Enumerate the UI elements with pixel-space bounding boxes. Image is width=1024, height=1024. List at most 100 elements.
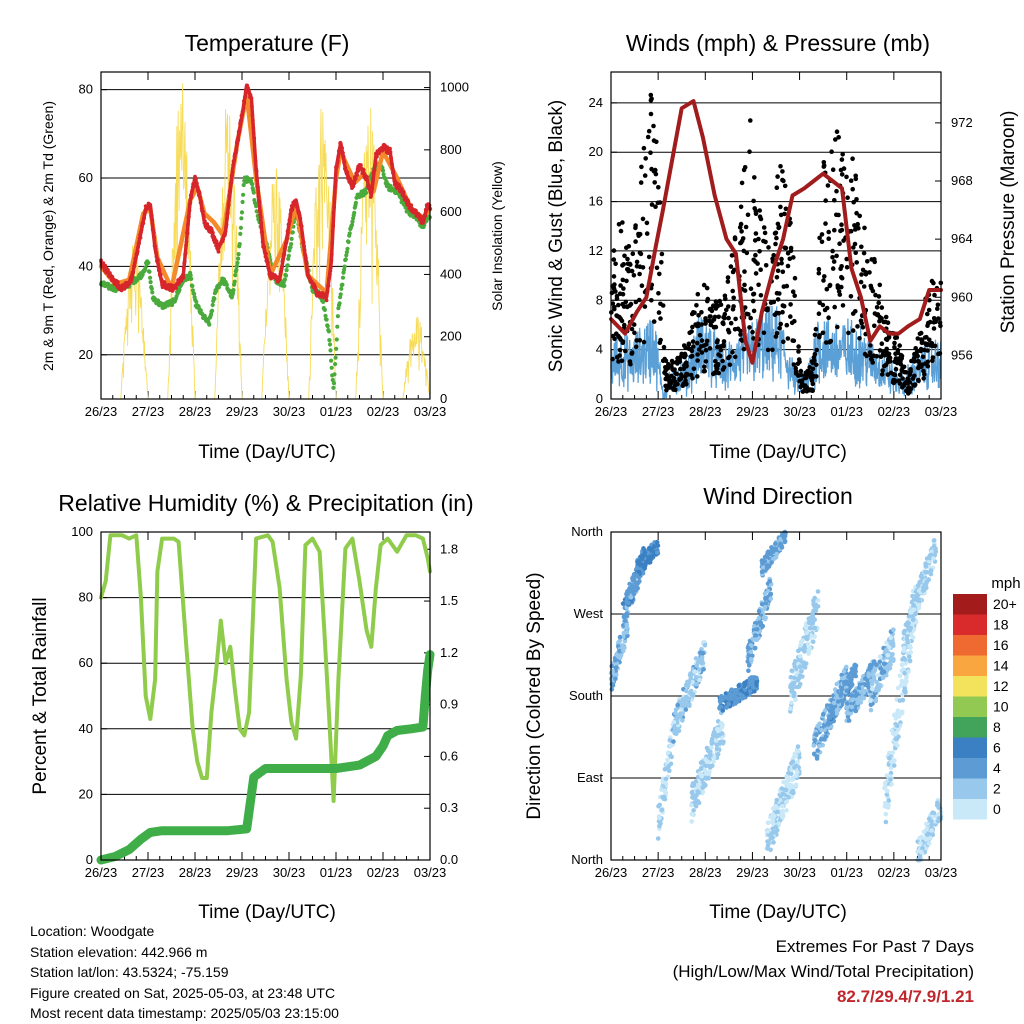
- direction-point: [681, 699, 686, 705]
- gust-point: [634, 259, 640, 265]
- temperature-2m-point: [193, 174, 197, 179]
- temperature-2m-point: [236, 138, 241, 142]
- gust-point: [725, 279, 731, 284]
- winds-xtick-label: 01/23: [830, 404, 863, 419]
- temperature-xtick-label: 26/23: [85, 404, 118, 419]
- gust-point: [620, 277, 626, 283]
- gust-point: [633, 344, 639, 350]
- gust-point: [799, 381, 805, 387]
- temperature-2m-point: [187, 208, 192, 213]
- direction-point: [904, 620, 910, 626]
- station-latlon: Station lat/lon: 43.5324; -75.159: [30, 964, 229, 980]
- temperature-2m-point: [185, 231, 190, 236]
- direction-point: [762, 591, 768, 596]
- dewpoint-point: [334, 337, 339, 342]
- gust-point: [753, 252, 758, 258]
- direction-point: [911, 602, 916, 608]
- dewpoint-point: [192, 291, 197, 296]
- direction-point: [663, 776, 669, 782]
- gust-point: [713, 299, 719, 304]
- gust-point: [918, 348, 923, 354]
- gust-point: [720, 320, 726, 325]
- gust-point: [633, 239, 638, 244]
- gust-point: [726, 315, 731, 321]
- gust-point: [728, 320, 734, 326]
- gust-point: [674, 371, 680, 377]
- gust-point: [868, 343, 873, 348]
- direction-point: [931, 538, 937, 543]
- gust-point: [693, 322, 698, 327]
- direction-point: [910, 635, 916, 640]
- direction-point: [738, 692, 743, 697]
- temperature-2m-point: [224, 222, 229, 227]
- gust-point: [654, 139, 659, 145]
- temperature-2m-point: [345, 170, 350, 175]
- gust-point: [694, 303, 699, 308]
- gust-point: [868, 356, 874, 362]
- direction-point: [815, 723, 820, 729]
- dewpoint-point: [240, 199, 245, 205]
- direction-point: [861, 690, 866, 696]
- temperature-2m-point: [240, 112, 244, 117]
- gust-point: [838, 266, 843, 272]
- gust-point: [929, 278, 935, 284]
- legend-swatch: [953, 696, 987, 717]
- temperature-2m-point: [330, 229, 335, 234]
- direction-point: [849, 704, 855, 710]
- gust-point: [893, 335, 898, 341]
- temperature-2m-point: [328, 272, 332, 276]
- direction-point: [855, 700, 860, 706]
- direction-point: [810, 639, 816, 645]
- temperature-2m-series: [99, 83, 432, 303]
- direction-point: [702, 642, 708, 648]
- gust-point: [695, 358, 700, 363]
- temperature-2m-point: [325, 289, 330, 294]
- winds-y2tick-label: 964: [951, 231, 973, 246]
- temperature-2m-point: [338, 141, 343, 146]
- direction-point: [743, 691, 749, 696]
- direction-point: [913, 593, 919, 599]
- gust-point: [669, 364, 674, 369]
- gust-point: [720, 358, 725, 364]
- direction-point: [687, 702, 692, 707]
- temperature-2m-point: [302, 248, 307, 252]
- gust-point: [926, 307, 932, 313]
- direction-point: [713, 738, 719, 743]
- gust-point: [628, 361, 633, 367]
- direction-point: [736, 683, 742, 688]
- gust-point: [922, 372, 927, 377]
- direction-point: [720, 708, 726, 713]
- direction-point: [655, 543, 661, 548]
- legend-label: 16: [993, 637, 1009, 653]
- gust-point: [770, 347, 775, 353]
- humidity-ytick-label: 80: [79, 590, 93, 605]
- gust-point: [863, 272, 869, 277]
- gust-point: [699, 322, 704, 327]
- gust-point: [655, 200, 661, 206]
- temperature-2m-point: [198, 195, 203, 200]
- direction-point: [838, 693, 844, 698]
- direction-point: [887, 645, 892, 650]
- gust-point: [614, 293, 620, 299]
- temperature-2m-point: [303, 253, 308, 258]
- gust-point: [649, 298, 654, 303]
- gust-point: [839, 284, 844, 290]
- dewpoint-point: [234, 264, 239, 269]
- gust-point: [869, 286, 874, 291]
- direction-point: [778, 543, 784, 548]
- direction-point: [795, 677, 801, 683]
- temperature-2m-point: [328, 268, 333, 273]
- direction-point: [791, 754, 797, 760]
- gust-point: [717, 298, 722, 304]
- direction-point: [718, 739, 724, 745]
- direction-point: [791, 675, 797, 681]
- legend-label: 8: [993, 719, 1001, 735]
- temperature-2m-point: [203, 219, 207, 224]
- gust-point: [724, 307, 729, 313]
- winds-ytick-label: 16: [589, 194, 603, 209]
- gust-point: [788, 314, 793, 319]
- gust-point: [732, 236, 738, 242]
- direction-point: [706, 759, 711, 765]
- direction-point: [769, 545, 775, 551]
- direction-point: [614, 661, 620, 667]
